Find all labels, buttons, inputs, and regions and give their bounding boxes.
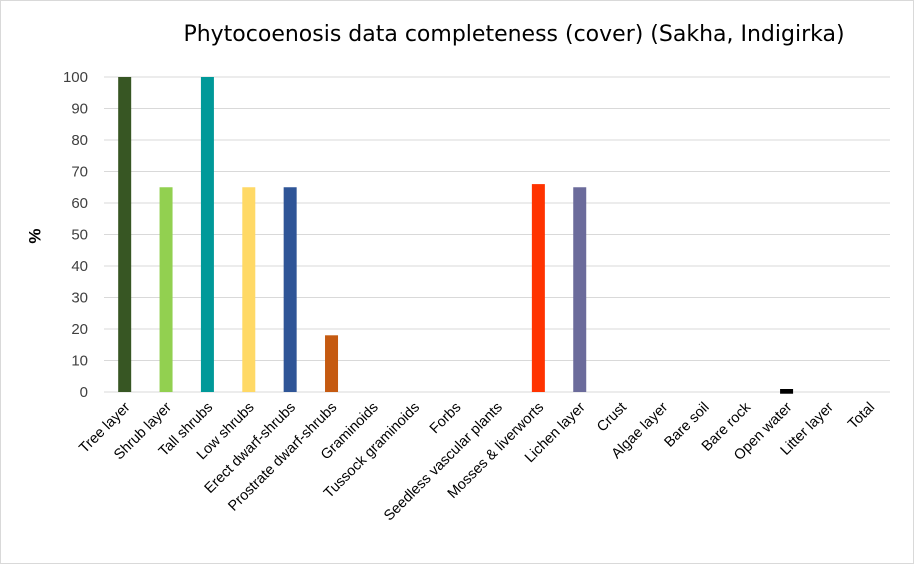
y-tick-label: 30 bbox=[71, 290, 88, 307]
bar bbox=[283, 187, 297, 392]
y-tick-label: 20 bbox=[71, 321, 88, 338]
bar bbox=[242, 187, 256, 392]
y-tick-labels: 0 10 20 30 40 50 60 70 80 90 100 bbox=[63, 69, 88, 401]
x-tick-label: Forbs bbox=[427, 400, 465, 438]
chart-title: Phytocoenosis data completeness (cover) … bbox=[183, 22, 845, 47]
y-tick-label: 100 bbox=[63, 69, 88, 86]
bar bbox=[159, 187, 173, 392]
gridlines bbox=[104, 76, 890, 393]
y-tick-label: 80 bbox=[71, 132, 88, 149]
y-tick-label: 10 bbox=[71, 353, 88, 370]
bar bbox=[531, 184, 545, 392]
y-tick-label: 70 bbox=[71, 164, 88, 181]
y-tick-label: 90 bbox=[71, 101, 88, 118]
y-tick-label: 0 bbox=[80, 384, 88, 401]
x-tick-label: Total bbox=[845, 400, 878, 433]
y-tick-label: 60 bbox=[71, 195, 88, 212]
bar bbox=[200, 77, 214, 392]
y-tick-label: 40 bbox=[71, 258, 88, 275]
bar bbox=[118, 77, 132, 392]
bar bbox=[780, 389, 794, 394]
bar bbox=[325, 335, 339, 392]
x-tick-label: Crust bbox=[594, 400, 630, 436]
y-tick-label: 50 bbox=[71, 227, 88, 244]
bar bbox=[573, 187, 587, 392]
bars bbox=[118, 77, 794, 394]
